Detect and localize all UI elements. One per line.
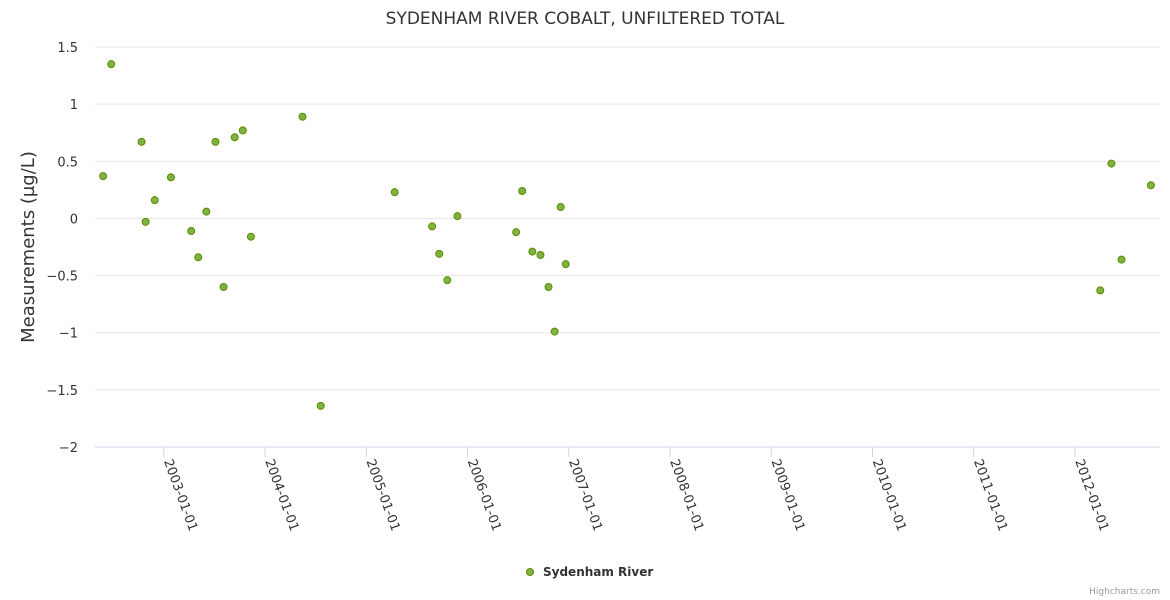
data-point[interactable] (443, 276, 452, 285)
data-point[interactable] (202, 207, 211, 216)
data-point[interactable] (435, 249, 444, 258)
data-point[interactable] (518, 187, 527, 195)
y-tick-label: −2 (59, 441, 78, 456)
data-point[interactable] (316, 401, 325, 410)
data-point[interactable] (453, 212, 462, 221)
x-tick-label: 2009-01-01 (767, 457, 807, 533)
x-tick-label: 2011-01-01 (970, 457, 1010, 533)
x-tick-label: 2008-01-01 (666, 457, 706, 533)
data-point[interactable] (512, 228, 521, 237)
data-point[interactable] (536, 251, 545, 259)
credits-link[interactable]: Highcharts.com (1089, 587, 1160, 597)
data-point[interactable] (107, 60, 116, 69)
y-axis-title: Measurements (µg/L) (18, 151, 39, 343)
data-point[interactable] (528, 247, 537, 256)
y-tick-label: −1.5 (46, 384, 78, 399)
data-point[interactable] (556, 203, 565, 211)
gridlines (95, 46, 1160, 391)
data-point[interactable] (211, 137, 220, 146)
data-point[interactable] (166, 173, 175, 182)
x-tick-label: 2003-01-01 (160, 457, 200, 533)
y-tick-label: 1.5 (57, 41, 78, 56)
x-tick-label: 2006-01-01 (464, 457, 504, 533)
x-tick-label: 2007-01-01 (565, 457, 605, 533)
data-point[interactable] (194, 253, 203, 262)
data-point[interactable] (219, 283, 228, 291)
data-point[interactable] (544, 283, 553, 291)
data-point[interactable] (99, 172, 108, 181)
y-axis: 1.5 1 0.5 0 −0.5 −1 −1.5 −2 (46, 41, 78, 456)
x-tick-label: 2004-01-01 (261, 457, 301, 533)
data-point[interactable] (428, 222, 437, 231)
data-point[interactable] (137, 137, 146, 146)
data-point[interactable] (1146, 181, 1155, 190)
data-point[interactable] (150, 196, 159, 205)
data-point[interactable] (390, 188, 399, 197)
data-point[interactable] (298, 112, 307, 121)
x-tick-label: 2005-01-01 (363, 457, 403, 533)
data-point[interactable] (141, 217, 150, 226)
y-tick-label: 0.5 (57, 155, 78, 170)
data-points (99, 60, 1155, 410)
y-tick-label: −0.5 (46, 270, 78, 285)
data-point[interactable] (1107, 159, 1116, 168)
data-point[interactable] (1096, 286, 1105, 295)
data-point[interactable] (561, 260, 570, 269)
data-point[interactable] (550, 327, 559, 336)
y-tick-label: 0 (70, 212, 78, 227)
legend[interactable]: Sydenham River (526, 565, 654, 579)
data-point[interactable] (187, 227, 196, 235)
chart-title: SYDENHAM RIVER COBALT, UNFILTERED TOTAL (386, 9, 785, 29)
data-point[interactable] (230, 133, 239, 142)
x-axis: 2003-01-01 2004-01-01 2005-01-01 2006-01-01… (95, 446, 1160, 533)
data-point[interactable] (246, 232, 255, 241)
y-tick-label: 1 (70, 98, 78, 113)
x-tick-label: 2012-01-01 (1071, 457, 1111, 533)
legend-item-sydenham-river[interactable]: Sydenham River (543, 565, 653, 579)
data-point[interactable] (238, 126, 247, 135)
y-tick-label: −1 (59, 327, 78, 342)
data-point[interactable] (1117, 255, 1126, 264)
x-tick-label: 2010-01-01 (869, 457, 909, 533)
legend-marker-icon (526, 568, 534, 576)
